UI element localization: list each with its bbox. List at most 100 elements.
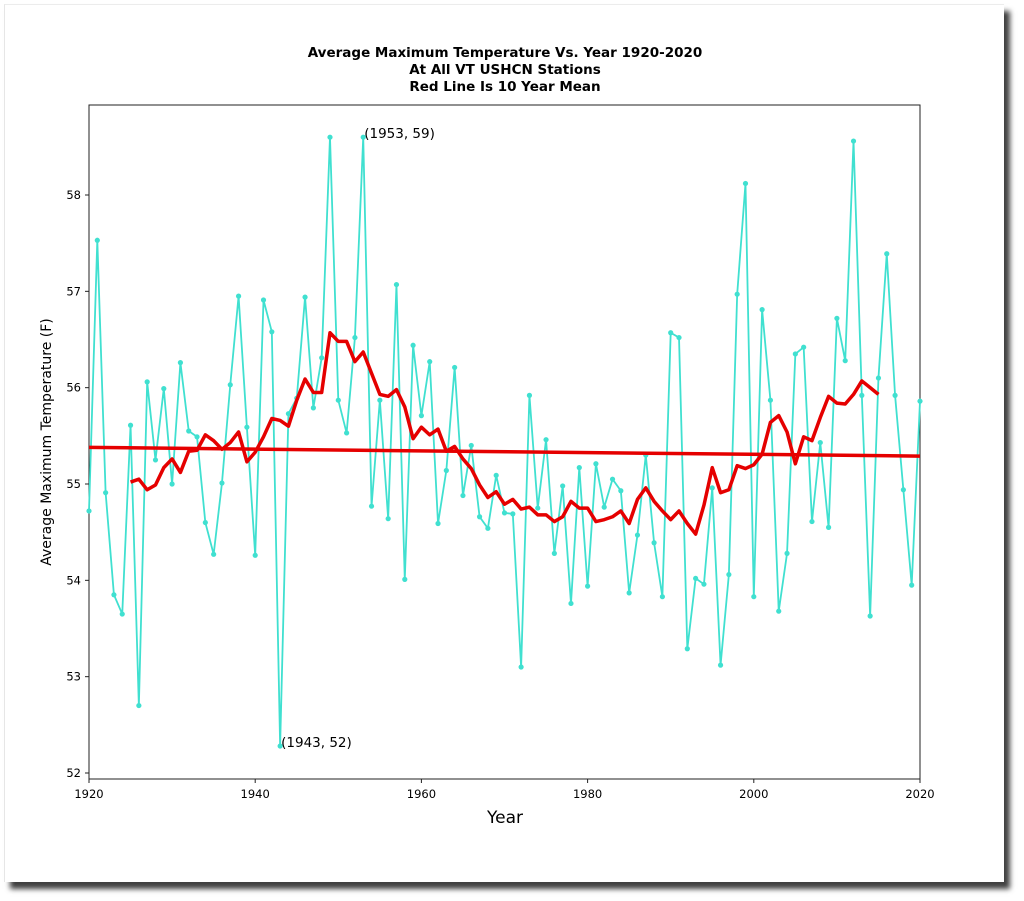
annual-temperature-point bbox=[111, 592, 117, 598]
annual-temperature-point bbox=[161, 386, 167, 392]
x-tick-label: 2000 bbox=[739, 787, 768, 801]
plot-area bbox=[88, 104, 921, 780]
x-axis: 1920 1940 1960 1980 2000 2020 bbox=[74, 779, 935, 801]
annual-temperature-point bbox=[709, 485, 715, 491]
annual-temperature-point bbox=[360, 134, 366, 140]
annual-temperature-point bbox=[103, 490, 109, 496]
y-tick-label: 54 bbox=[66, 573, 81, 587]
annual-temperature-point bbox=[252, 552, 258, 558]
annual-temperature-point bbox=[609, 476, 616, 482]
annual-temperature-point bbox=[593, 461, 599, 467]
annual-temperature-point bbox=[327, 134, 333, 140]
annual-temperature-point bbox=[127, 422, 134, 428]
y-tick-label: 58 bbox=[66, 188, 81, 202]
annual-temperature-point bbox=[443, 467, 449, 474]
annual-temperature-point bbox=[842, 358, 848, 364]
annual-temperature-point bbox=[202, 519, 208, 526]
annual-temperature-point bbox=[659, 594, 665, 600]
annual-temperature-point bbox=[535, 505, 541, 511]
y-tick-label: 56 bbox=[66, 381, 81, 395]
annotations: (1953, 59) (1943, 52) bbox=[281, 126, 435, 751]
annual-temperature-point bbox=[501, 510, 508, 516]
annual-temperature-point bbox=[543, 437, 549, 443]
annual-temperature-point bbox=[676, 334, 682, 341]
annual-temperature-point bbox=[510, 511, 516, 517]
annual-temperature-point bbox=[850, 138, 857, 144]
annual-temperature-point bbox=[801, 344, 807, 350]
annual-temperature-point bbox=[319, 355, 325, 361]
annual-temperature-point bbox=[377, 397, 383, 403]
y-tick-label: 52 bbox=[66, 766, 81, 780]
annual-temperature-point bbox=[169, 481, 175, 487]
annual-temperature-point bbox=[402, 576, 408, 582]
annual-temperature-point bbox=[352, 334, 358, 341]
annual-temperature-point bbox=[177, 360, 184, 366]
title-line-2: At All VT USHCN Stations bbox=[409, 62, 601, 78]
annual-temperature-point bbox=[759, 307, 765, 313]
annual-temperature-point bbox=[551, 550, 557, 556]
y-tick-label: 57 bbox=[66, 284, 81, 298]
annual-temperature-point bbox=[393, 281, 400, 288]
annual-temperature-point bbox=[884, 251, 890, 257]
annual-temperature-point bbox=[368, 503, 375, 509]
annual-temperature-point bbox=[485, 525, 491, 531]
chart-title: Average Maximum Temperature Vs. Year 192… bbox=[308, 45, 703, 95]
annual-temperature-point bbox=[94, 237, 100, 243]
y-tick-label: 53 bbox=[66, 670, 81, 684]
annual-temperature-point bbox=[152, 457, 159, 463]
annual-temperature-point bbox=[626, 590, 632, 596]
annual-temperature-point bbox=[784, 550, 790, 556]
annual-temperature-point bbox=[726, 571, 732, 578]
annual-temperature-point bbox=[909, 582, 915, 588]
annual-temperature-point bbox=[136, 702, 142, 709]
annual-temperature-point bbox=[194, 434, 200, 440]
annual-temperature-point bbox=[260, 297, 267, 303]
annual-temperature-point bbox=[211, 551, 217, 557]
annual-temperature-point bbox=[526, 392, 533, 398]
annual-temperature-point bbox=[568, 600, 574, 607]
annual-temperature-point bbox=[468, 442, 474, 449]
annual-temperature-point bbox=[302, 294, 308, 300]
y-tick-label: 55 bbox=[66, 477, 81, 491]
annual-temperature-point bbox=[452, 364, 458, 371]
annual-temperature-point bbox=[717, 662, 724, 668]
annual-temperature-point bbox=[235, 293, 242, 299]
annual-temperature-point bbox=[917, 398, 923, 404]
annual-temperature-point bbox=[493, 472, 499, 478]
annual-temperature-point bbox=[476, 514, 483, 520]
annual-temperature-point bbox=[767, 397, 774, 403]
annual-temperature-point bbox=[277, 743, 283, 749]
y-axis-label: Average Maximum Temperature (F) bbox=[39, 318, 55, 565]
annual-temperature-point bbox=[460, 492, 466, 499]
annual-temperature-point bbox=[817, 439, 823, 446]
annual-temperature-point bbox=[576, 465, 582, 471]
linear-trend-line bbox=[88, 445, 921, 458]
annual-temperature-point bbox=[734, 291, 740, 297]
annual-temperature-point bbox=[825, 524, 832, 530]
annual-temperature-point bbox=[518, 664, 524, 670]
annual-temperature-point bbox=[693, 575, 699, 582]
annual-temperature-point bbox=[310, 405, 316, 411]
annual-temperature-point bbox=[834, 315, 840, 321]
title-line-1: Average Maximum Temperature Vs. Year 192… bbox=[308, 45, 703, 61]
annual-temperature-point bbox=[86, 508, 92, 514]
annual-temperature-point bbox=[776, 608, 782, 614]
annual-temperature-point bbox=[269, 329, 275, 335]
annual-temperature-point bbox=[684, 646, 690, 652]
annual-temperature-point bbox=[701, 581, 707, 587]
annual-temperature-point bbox=[385, 516, 391, 522]
annual-temperature-point bbox=[410, 342, 416, 348]
annual-temperature-point bbox=[792, 351, 798, 357]
annual-temperature-point bbox=[875, 375, 882, 381]
annual-temperature-point bbox=[867, 613, 873, 619]
point-annotation: (1943, 52) bbox=[281, 735, 352, 751]
point-annotation: (1953, 59) bbox=[364, 126, 435, 142]
annual-temperature-point bbox=[742, 180, 749, 187]
title-line-3: Red Line Is 10 Year Mean bbox=[409, 79, 600, 95]
annual-temperature-point bbox=[144, 379, 150, 385]
annual-temperature-point bbox=[186, 428, 192, 434]
annual-temperature-point bbox=[435, 520, 441, 527]
annual-temperature-point bbox=[119, 611, 125, 617]
annual-temperature-point bbox=[634, 532, 641, 538]
